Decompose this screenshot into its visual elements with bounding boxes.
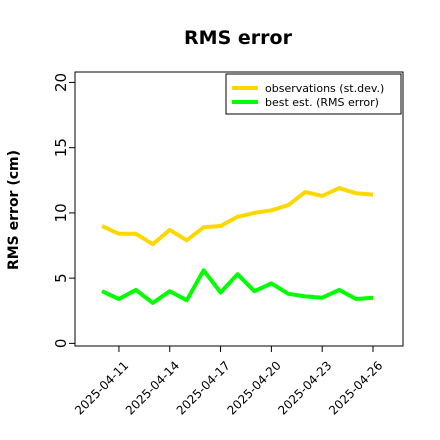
- legend-label-best-estimate: best est. (RMS error): [265, 96, 379, 109]
- legend: observations (st.dev.) best est. (RMS er…: [225, 73, 402, 115]
- plot-frame: [74, 71, 404, 347]
- y-tick-label: 15: [52, 138, 70, 157]
- series-lines: [101, 186, 374, 305]
- legend-label-observations: observations (st.dev.): [265, 82, 384, 95]
- y-axis-label: RMS error (cm): [6, 150, 22, 270]
- x-tick-label: 2025-04-14: [123, 358, 182, 417]
- chart-title: RMS error: [184, 27, 293, 49]
- series-line-1: [101, 268, 374, 305]
- x-tick-label: 2025-04-23: [275, 358, 334, 417]
- y-tick-label: 10: [52, 203, 70, 222]
- y-axis: 0 5 10 15 20: [52, 73, 75, 348]
- legend-box: [225, 73, 402, 115]
- series-line-0: [101, 186, 374, 247]
- x-tick-label: 2025-04-20: [224, 358, 283, 417]
- x-tick-label: 2025-04-17: [174, 358, 233, 417]
- y-tick-label: 0: [52, 339, 70, 349]
- x-tick-label: 2025-04-11: [72, 358, 131, 417]
- x-tick-label: 2025-04-26: [326, 358, 385, 417]
- y-tick-label: 20: [52, 73, 70, 92]
- x-axis: 2025-04-112025-04-142025-04-172025-04-20…: [72, 346, 385, 418]
- y-tick-label: 5: [52, 273, 70, 283]
